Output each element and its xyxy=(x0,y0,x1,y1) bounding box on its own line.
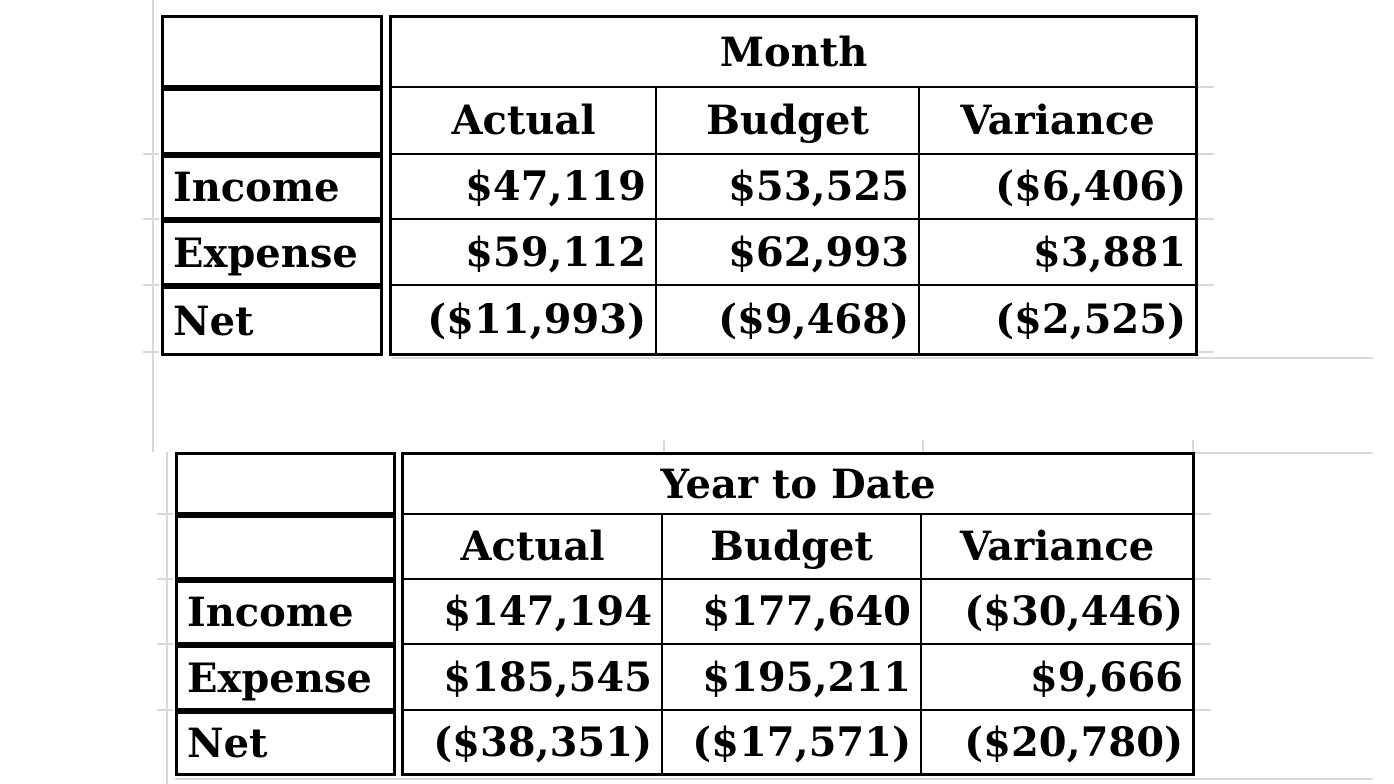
row-label-income[interactable]: Income xyxy=(175,580,396,645)
row-label-text: Expense xyxy=(187,654,372,702)
blank-corner-cell[interactable] xyxy=(175,452,396,515)
value-cell-net-variance[interactable]: ($2,525) xyxy=(995,296,1186,343)
value-cell-income-budget[interactable]: $53,525 xyxy=(657,155,920,220)
column-header-budget[interactable]: Budget xyxy=(657,88,920,155)
gridline xyxy=(1195,452,1373,454)
value-cell-income-actual[interactable]: $47,119 xyxy=(392,155,657,220)
gridline xyxy=(157,709,173,711)
gridline xyxy=(152,0,154,452)
column-header-actual[interactable]: Actual xyxy=(392,88,657,155)
value-cell-income-variance[interactable]: ($30,446) xyxy=(922,580,1192,645)
value-cell-expense-variance[interactable]: $9,666 xyxy=(922,645,1192,711)
row-label-income[interactable]: Income xyxy=(161,155,383,220)
value-cell-net-actual[interactable]: ($11,993) xyxy=(392,286,657,353)
row-label-expense[interactable]: Expense xyxy=(161,220,383,286)
value-cell-net-budget[interactable]: ($17,571) xyxy=(663,711,922,773)
value-cell-income-actual[interactable]: $147,194 xyxy=(404,580,663,645)
value-cell-net-budget[interactable]: ($9,468) xyxy=(657,286,920,353)
gridline xyxy=(1195,709,1211,711)
row-label-text: Income xyxy=(187,589,354,636)
row-label-text: Expense xyxy=(173,229,358,277)
gridline xyxy=(663,440,665,452)
month-data-grid: Month Actual Budget Variance $47,119 $53… xyxy=(389,15,1198,356)
ytd-data-grid: Year to Date Actual Budget Variance $147… xyxy=(401,452,1195,776)
value-cell-expense-budget[interactable]: $195,211 xyxy=(663,645,922,711)
gridline xyxy=(392,357,1373,359)
gridline xyxy=(157,578,173,580)
value-cell-income-budget[interactable]: $177,640 xyxy=(663,580,922,645)
value-cell-expense-actual[interactable]: $59,112 xyxy=(392,220,657,286)
gridline xyxy=(143,153,159,155)
value-cell-expense-variance[interactable]: $3,881 xyxy=(920,220,1195,286)
month-row-label-column: Income Expense Net xyxy=(161,15,383,356)
gridline xyxy=(1198,351,1214,353)
row-label-text: Net xyxy=(173,297,254,345)
gridline xyxy=(1195,643,1211,645)
row-label-net[interactable]: Net xyxy=(175,711,396,776)
row-label-net[interactable]: Net xyxy=(161,286,383,356)
blank-corner-cell[interactable] xyxy=(175,515,396,580)
gridline xyxy=(143,284,159,286)
year-to-date-table: Income Expense Net Year to Date Actual B… xyxy=(175,452,1195,776)
gridline xyxy=(175,778,1373,780)
gridline xyxy=(1198,218,1214,220)
gridline xyxy=(1192,440,1194,452)
gridline xyxy=(922,440,924,452)
table-title-cell[interactable]: Year to Date xyxy=(404,455,1192,515)
month-table: Income Expense Net Month Actual Budget V… xyxy=(161,15,1198,356)
column-header-variance[interactable]: Variance xyxy=(920,88,1195,155)
row-label-expense[interactable]: Expense xyxy=(175,645,396,711)
gridline xyxy=(166,452,168,784)
gridline xyxy=(143,351,159,353)
column-header-budget[interactable]: Budget xyxy=(663,515,922,580)
blank-corner-cell[interactable] xyxy=(161,15,383,88)
value-cell-expense-actual[interactable]: $185,545 xyxy=(404,645,663,711)
row-label-text: Income xyxy=(173,164,340,211)
gridline xyxy=(1198,153,1214,155)
value-cell-net-actual[interactable]: ($38,351) xyxy=(404,711,663,773)
gridline xyxy=(1195,513,1211,515)
row-label-text: Net xyxy=(187,720,268,767)
gridline xyxy=(1198,284,1214,286)
gridline xyxy=(1198,86,1214,88)
table-title-cell[interactable]: Month xyxy=(392,18,1195,88)
gridline xyxy=(1195,578,1211,580)
column-header-actual[interactable]: Actual xyxy=(404,515,663,580)
gridline xyxy=(157,513,173,515)
blank-corner-cell[interactable] xyxy=(161,88,383,155)
gridline xyxy=(143,218,159,220)
ytd-row-label-column: Income Expense Net xyxy=(175,452,396,776)
value-cell-net-variance[interactable]: ($20,780) xyxy=(964,718,1183,766)
value-cell-income-variance[interactable]: ($6,406) xyxy=(920,155,1195,220)
value-cell-expense-budget[interactable]: $62,993 xyxy=(657,220,920,286)
gridline xyxy=(157,643,173,645)
column-header-variance[interactable]: Variance xyxy=(922,515,1192,580)
